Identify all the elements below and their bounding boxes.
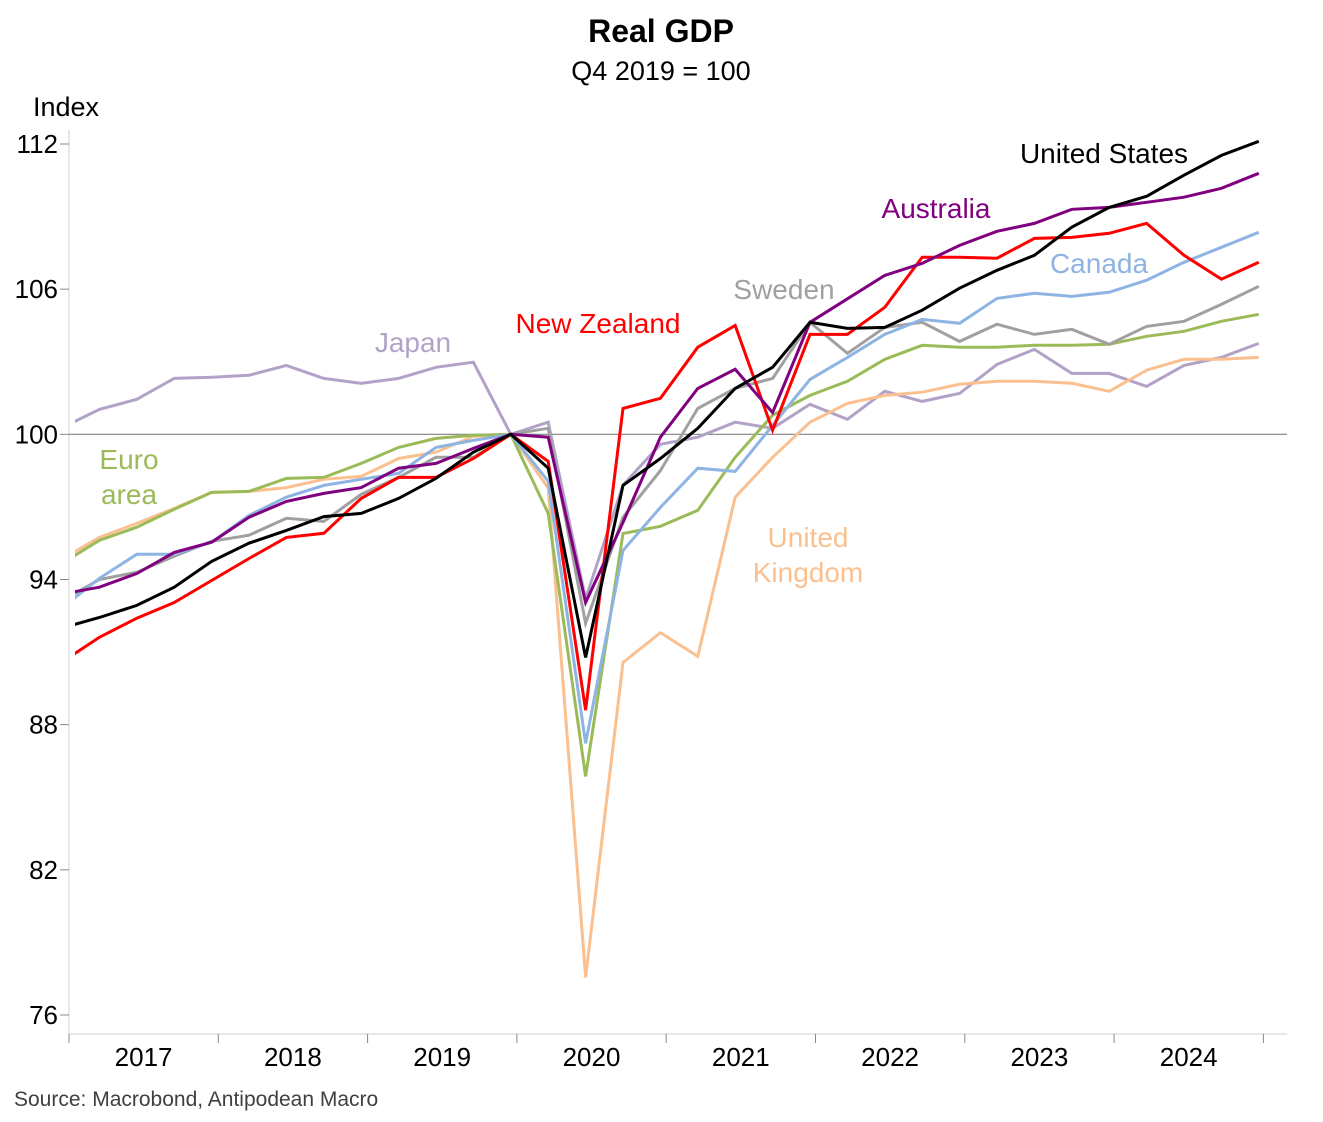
series-line-sweden: [75, 284, 1260, 630]
series-label-canada: Canada: [1050, 248, 1149, 279]
series-label-euro-area: Euro: [99, 444, 158, 475]
x-tick-label: 2020: [563, 1042, 621, 1072]
chart-title: Real GDP: [588, 13, 734, 49]
series-label-japan: Japan: [375, 327, 451, 358]
series-label-united-states: United States: [1020, 138, 1188, 169]
y-tick-label: 106: [15, 274, 58, 304]
y-tick-label: 88: [29, 710, 58, 740]
series-lines: [75, 139, 1260, 978]
y-tick-label: 100: [15, 419, 58, 449]
x-tick-label: 2023: [1010, 1042, 1068, 1072]
series-line-euro-area: [75, 312, 1260, 777]
y-tick-label: 76: [29, 1000, 58, 1030]
x-tick-label: 2024: [1160, 1042, 1218, 1072]
y-tick-label: 112: [17, 129, 58, 159]
series-label-new-zealand: New Zealand: [516, 308, 681, 339]
series-label-sweden: Sweden: [733, 274, 834, 305]
axes: 76 82 88 94 100 106 112 2017 2018 2019 2020 2021 202…: [15, 129, 1287, 1072]
y-tick-label: 82: [29, 855, 58, 885]
series-labels: Japan United Kingdom Euro area Sweden Canada Ne…: [99, 138, 1188, 588]
series-label-euro-area: area: [101, 479, 157, 510]
source-note: Source: Macrobond, Antipodean Macro: [14, 1088, 378, 1111]
x-tick-label: 2017: [115, 1042, 173, 1072]
x-tick-label: 2022: [861, 1042, 919, 1072]
series-line-australia: [75, 171, 1260, 608]
series-label-australia: Australia: [882, 193, 991, 224]
series-line-canada: [75, 230, 1260, 744]
series-line-united-states: [75, 139, 1260, 658]
x-tick-label: 2021: [712, 1042, 770, 1072]
chart-subtitle: Q4 2019 = 100: [571, 56, 750, 86]
x-tick-label: 2018: [264, 1042, 322, 1072]
x-tick-label: 2019: [413, 1042, 471, 1072]
series-label-united-kingdom: United: [768, 522, 849, 553]
y-axis-label: Index: [33, 92, 100, 122]
series-label-united-kingdom: Kingdom: [753, 557, 864, 588]
series-line-japan: [75, 341, 1260, 605]
series-line-united-kingdom: [75, 355, 1259, 978]
y-tick-label: 94: [29, 565, 58, 595]
